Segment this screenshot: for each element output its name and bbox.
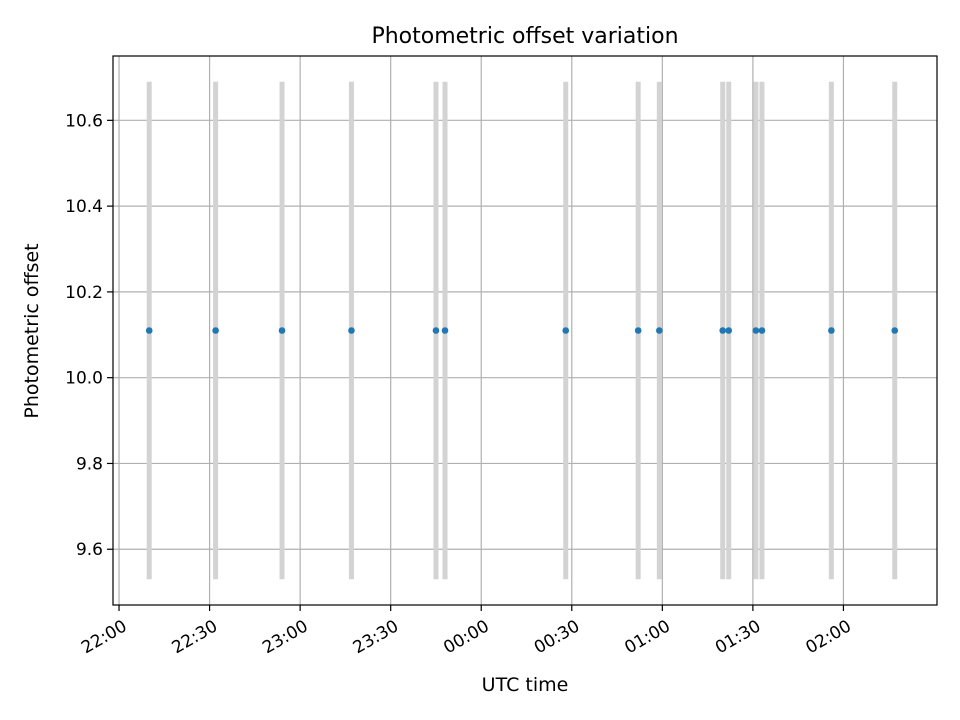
data-point	[752, 327, 760, 334]
plot-area: 22:00 22:30 23:00 23:30 00:00 00:30 01:00 01:30…	[65, 55, 938, 658]
chart-title: Photometric offset variation	[371, 24, 678, 49]
data-point	[278, 327, 286, 334]
data-point	[348, 327, 355, 334]
data-point	[891, 327, 899, 334]
y-tick-label: 10.2	[65, 283, 103, 303]
y-gridlines	[113, 119, 937, 550]
data-point	[562, 327, 570, 334]
data-point	[828, 327, 835, 334]
y-axis-ticks: 9.6 9.8 10.0 10.2 10.4 10.6	[65, 111, 113, 560]
data-point	[719, 327, 726, 334]
data-point	[145, 327, 153, 334]
y-tick-label: 10.6	[65, 111, 103, 131]
y-tick-label: 10.4	[65, 197, 103, 217]
data-points	[145, 327, 899, 334]
x-gridlines	[118, 56, 845, 605]
data-point	[212, 327, 219, 334]
data-point	[656, 327, 663, 334]
y-tick-label: 9.8	[76, 454, 103, 474]
data-point	[634, 327, 642, 334]
x-axis-label: UTC time	[482, 674, 569, 696]
y-tick-label: 10.0	[65, 369, 103, 389]
data-point	[441, 327, 449, 334]
data-point	[758, 327, 766, 334]
y-axis-label: Photometric offset	[21, 243, 43, 418]
y-tick-label: 9.6	[76, 540, 103, 560]
plot-frame	[112, 55, 938, 606]
data-point	[725, 327, 733, 334]
plot-background	[113, 56, 937, 605]
data-point	[432, 327, 440, 334]
